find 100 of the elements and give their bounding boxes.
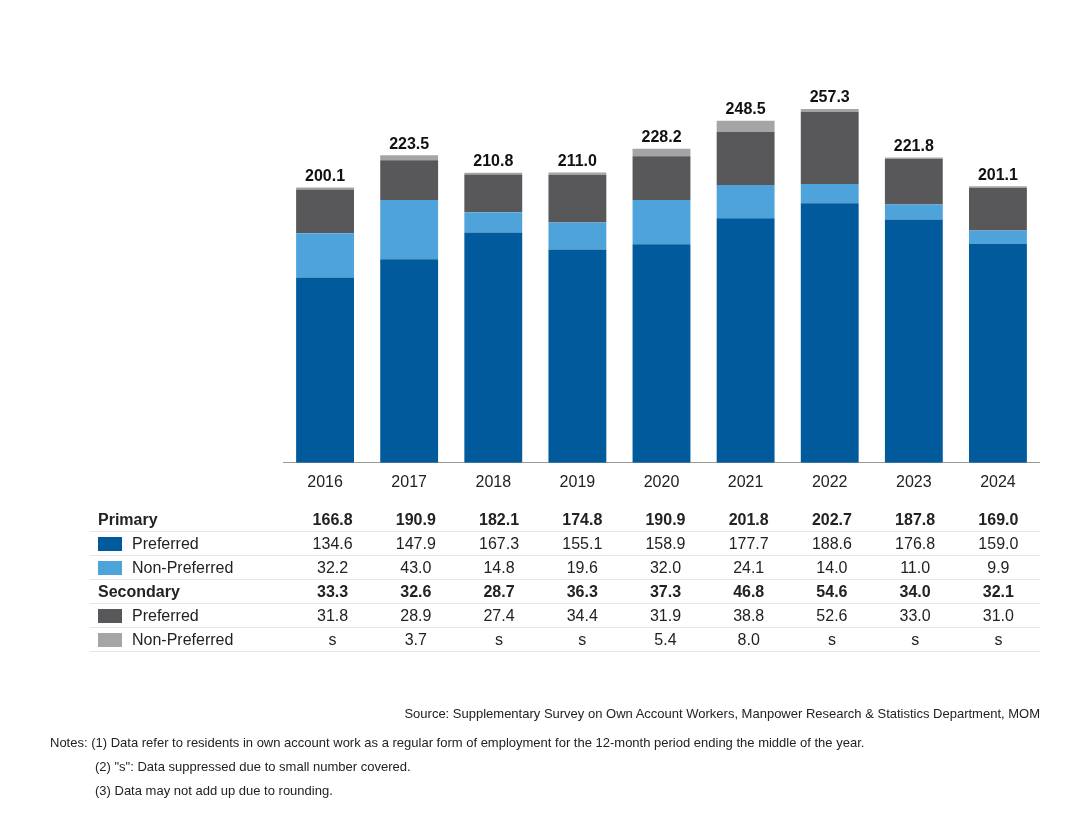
text: (3) Data may not add up due to rounding. (94, 783, 334, 798)
data-label: 8.0 (707, 627, 791, 652)
data-label: 14.8 (457, 555, 541, 580)
data-label: 155.1 (540, 531, 624, 556)
data-label: 38.8 (707, 603, 791, 628)
text: 32.6 (374, 579, 458, 604)
bar (380, 160, 439, 201)
data-label: 19.6 (540, 555, 624, 580)
data-label: 11.0 (873, 555, 957, 580)
source-note: Source: Supplementary Survey on Own Account Workers, Manpower Research & Statistics Department, MOM (403, 706, 1040, 721)
text: 202.7 (790, 508, 874, 532)
bar (296, 189, 354, 234)
bar (548, 222, 607, 250)
legend-label: Preferred (131, 534, 199, 552)
x-tick-label: 2020 (643, 472, 680, 490)
bar (969, 187, 1027, 231)
bar (380, 200, 439, 260)
data-label: s (873, 627, 957, 652)
data-label: 31.9 (623, 603, 708, 628)
data-label: 134.6 (291, 531, 375, 556)
data-label: s (457, 627, 541, 652)
text: 46.8 (707, 579, 791, 604)
data-label: 24.1 (707, 555, 791, 580)
bar (969, 244, 1027, 463)
bar (464, 174, 523, 213)
bar (884, 158, 943, 205)
total-label: 211.0 (557, 151, 598, 169)
bar (464, 212, 523, 233)
text: 54.6 (790, 579, 874, 604)
text: Primary (98, 510, 158, 528)
bar (296, 277, 354, 463)
bar (296, 187, 354, 190)
bar (380, 155, 439, 161)
data-label: 5.4 (623, 627, 708, 652)
total-label: 200.1 (305, 166, 346, 184)
bar (632, 200, 691, 245)
text: 182.1 (457, 508, 541, 532)
x-tick-label: 2019 (559, 472, 596, 490)
bar (548, 175, 607, 223)
bar (548, 172, 607, 176)
total-label: 201.1 (977, 165, 1019, 183)
total-label: 223.5 (389, 134, 430, 152)
data-label: 188.6 (790, 531, 874, 556)
data-label: s (291, 627, 375, 652)
data-label: 27.4 (457, 603, 541, 628)
text: 190.9 (623, 508, 708, 532)
data-label: 159.0 (956, 531, 1040, 556)
data-label: 31.0 (956, 603, 1040, 628)
data-label: s (790, 627, 874, 652)
text: Notes: (1) Data refer to residents in own account work as a regular form of employment for the 12-month period ending the middle of the year. (50, 735, 866, 750)
data-label: 9.9 (956, 555, 1040, 580)
bar (632, 156, 691, 201)
data-label: 28.9 (374, 603, 458, 628)
data-label: 167.3 (457, 531, 541, 556)
bar (548, 249, 607, 463)
data-label: 32.0 (623, 555, 708, 580)
text: 36.3 (540, 579, 624, 604)
bar (716, 185, 775, 219)
text: 33.3 (291, 579, 375, 604)
x-tick-label: 2024 (980, 472, 1016, 490)
x-tick-label: 2021 (727, 472, 764, 490)
data-label: 158.9 (623, 531, 708, 556)
bar (380, 259, 439, 463)
total-label: 257.3 (809, 88, 850, 106)
data-label: 32.2 (291, 555, 375, 580)
text: 169.0 (956, 508, 1040, 532)
bar (969, 230, 1027, 245)
x-tick-label: 2022 (811, 472, 848, 490)
text: 201.8 (707, 508, 791, 532)
text: 190.9 (374, 508, 458, 532)
data-label: 14.0 (790, 555, 874, 580)
x-tick-label: 2018 (475, 472, 512, 490)
text: 166.8 (291, 508, 375, 532)
total-label: 228.2 (641, 128, 682, 146)
text: 174.8 (540, 508, 624, 532)
bar (800, 203, 859, 463)
legend-label: Non-Preferred (131, 558, 234, 576)
data-label: 177.7 (707, 531, 791, 556)
text: 28.7 (457, 579, 541, 604)
text: 37.3 (623, 579, 708, 604)
text: 187.8 (873, 508, 957, 532)
data-label: 52.6 (790, 603, 874, 628)
text: Secondary (98, 582, 180, 600)
text: 34.0 (873, 579, 957, 604)
bar (464, 232, 523, 463)
data-label: 33.0 (873, 603, 957, 628)
bar (800, 111, 859, 185)
data-label: s (956, 627, 1040, 652)
bar (716, 131, 775, 186)
bar (884, 204, 943, 220)
legend-label: Non-Preferred (131, 630, 234, 648)
data-label: 34.4 (540, 603, 624, 628)
total-label: 210.8 (473, 152, 514, 170)
bar (716, 218, 775, 463)
bar (884, 219, 943, 463)
bar (296, 233, 354, 278)
bar (800, 184, 859, 204)
data-label: 31.8 (291, 603, 375, 628)
total-label: 221.8 (893, 137, 934, 155)
legend-label: Preferred (131, 606, 199, 624)
